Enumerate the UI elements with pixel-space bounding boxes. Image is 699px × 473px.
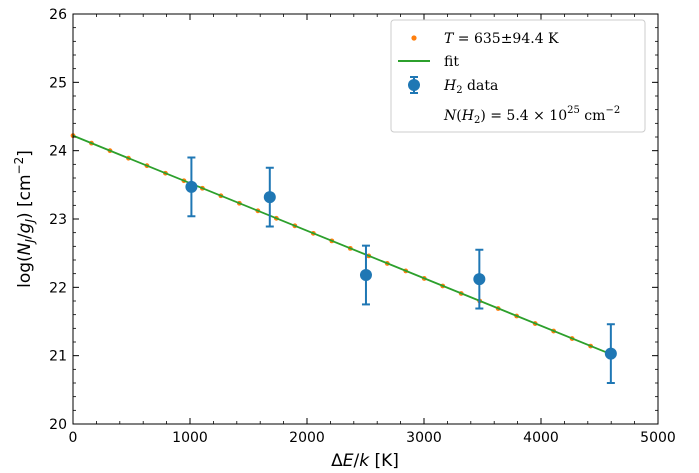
y-tick-label: 21 xyxy=(49,349,67,365)
y-tick-label: 24 xyxy=(49,144,67,160)
legend-marker-h2-data xyxy=(408,76,420,94)
y-tick-label: 20 xyxy=(49,417,67,433)
y-tick-label: 25 xyxy=(49,75,67,91)
h2-data-point xyxy=(604,347,617,360)
plot-area xyxy=(70,133,617,384)
legend-marker-temperature xyxy=(411,35,417,41)
h2-data-point xyxy=(359,269,372,282)
h2-data-point xyxy=(473,273,486,286)
y-tick-label: 26 xyxy=(49,7,67,23)
fit-line xyxy=(72,134,612,356)
x-tick-label: 5000 xyxy=(640,430,676,446)
y-tick-label: 23 xyxy=(49,212,67,228)
y-tick-label: 22 xyxy=(49,280,67,296)
x-tick-label: 3000 xyxy=(406,430,442,446)
h2-data-point xyxy=(263,191,276,204)
legend-label-temperature: T = 635±94.4 K xyxy=(444,31,559,47)
axes: 0 1000 2000 3000 4000 5000 20 21 22 23 24 25 26 xyxy=(49,7,676,446)
x-axis-label: ΔE/k [K] xyxy=(331,451,399,471)
legend-column-density-note: N(H2) = 5.4 × 1025 cm−2 xyxy=(443,105,620,126)
legend-label-fit: fit xyxy=(444,54,459,70)
x-tick-label: 1000 xyxy=(172,430,208,446)
legend-label-h2-data: H2 data xyxy=(443,78,498,96)
h2-data-point xyxy=(185,180,198,193)
x-tick-label: 4000 xyxy=(523,430,559,446)
x-tick-label: 0 xyxy=(69,430,78,446)
x-tick-label: 2000 xyxy=(289,430,325,446)
legend: T = 635±94.4 K fit H2 data N(H2) = 5.4 ×… xyxy=(390,19,646,133)
y-axis-label: log(NJ/gJ) [cm−2] xyxy=(12,150,37,288)
legend-box xyxy=(390,19,646,133)
